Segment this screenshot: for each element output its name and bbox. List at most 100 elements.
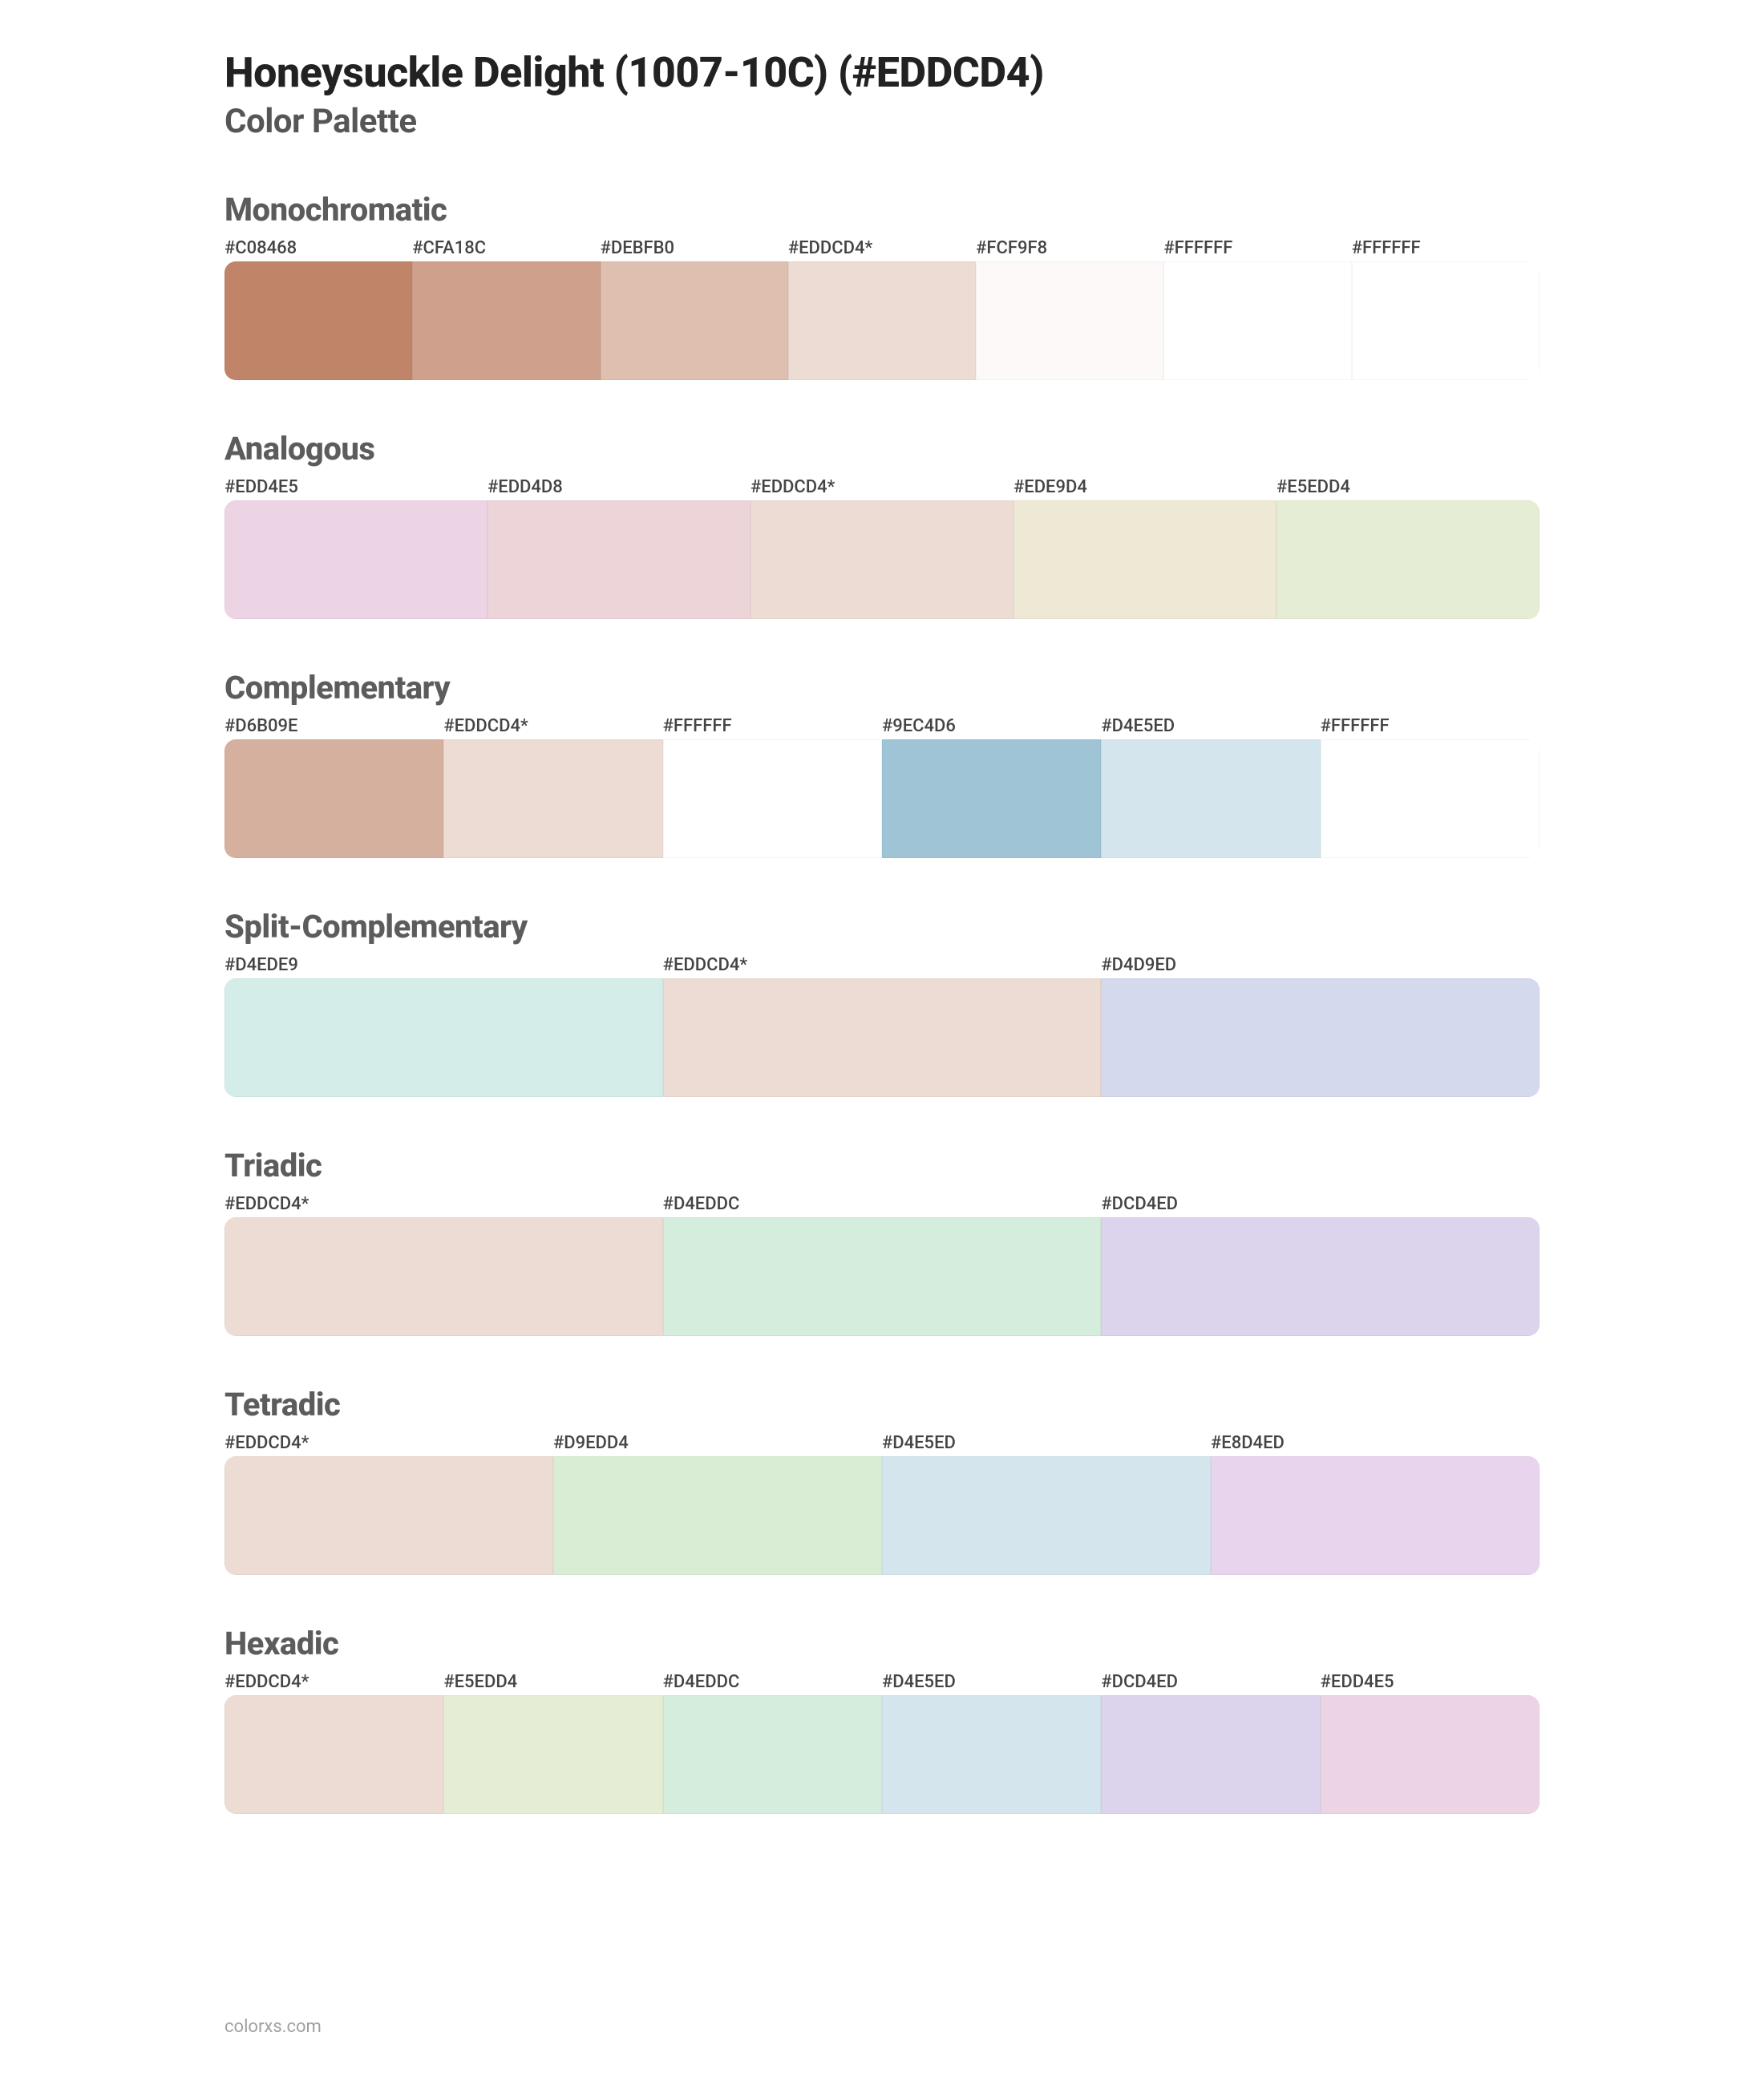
color-swatch (1101, 1695, 1320, 1814)
section-title: Hexadic (225, 1625, 1539, 1662)
swatch-label: #FFFFFF (663, 716, 882, 736)
color-swatch (663, 978, 1102, 1097)
color-swatch (976, 261, 1163, 380)
section-title: Tetradic (225, 1386, 1539, 1423)
color-swatch (1163, 261, 1351, 380)
swatch-labels-row: #D4EDE9#EDDCD4*#D4D9ED (225, 955, 1539, 975)
swatch-label: #E5EDD4 (443, 1672, 662, 1692)
color-swatch (553, 1456, 882, 1575)
palette-section: Tetradic #EDDCD4*#D9EDD4#D4E5ED#E8D4ED (225, 1386, 1539, 1575)
color-swatch (751, 500, 1013, 619)
swatch-label: #D4D9ED (1101, 955, 1539, 975)
color-swatch (1101, 739, 1320, 858)
swatch-label: #D4E5ED (882, 1433, 1211, 1453)
palette-section: Monochromatic #C08468#CFA18C#DEBFB0#EDDCD… (225, 191, 1539, 380)
section-title: Complementary (225, 669, 1539, 706)
color-swatch (225, 978, 663, 1097)
color-swatch (225, 1695, 443, 1814)
color-swatch (225, 500, 488, 619)
color-swatch (663, 1695, 882, 1814)
color-swatch (1321, 1695, 1539, 1814)
swatch-label: #EDDCD4* (225, 1672, 443, 1692)
section-title: Monochromatic (225, 191, 1539, 229)
swatch-label: #EDDCD4* (443, 716, 662, 736)
palette-section: Hexadic #EDDCD4*#E5EDD4#D4EDDC#D4E5ED#DCD… (225, 1625, 1539, 1814)
swatch-label: #D4EDDC (663, 1194, 1102, 1214)
swatch-label: #EDD4D8 (488, 477, 751, 497)
swatch-label: #EDDCD4* (225, 1194, 663, 1214)
section-title: Triadic (225, 1147, 1539, 1184)
swatch-labels-row: #EDDCD4*#D4EDDC#DCD4ED (225, 1194, 1539, 1214)
swatch-label: #FFFFFF (1321, 716, 1539, 736)
swatch-label: #D4EDDC (663, 1672, 882, 1692)
swatch-label: #D6B09E (225, 716, 443, 736)
color-swatch (1321, 739, 1539, 858)
color-swatch (225, 1217, 663, 1336)
color-swatch (443, 739, 662, 858)
swatch-label: #D4E5ED (882, 1672, 1101, 1692)
color-swatch (443, 1695, 662, 1814)
page-subtitle: Color Palette (225, 102, 1539, 141)
color-swatch (1352, 261, 1539, 380)
swatches-row (225, 500, 1539, 619)
swatch-label: #EDD4E5 (225, 477, 488, 497)
swatch-label: #FFFFFF (1352, 238, 1539, 258)
swatch-labels-row: #EDDCD4*#D9EDD4#D4E5ED#E8D4ED (225, 1433, 1539, 1453)
color-swatch (1276, 500, 1539, 619)
palette-section: Complementary#D6B09E#EDDCD4*#FFFFFF#9EC4… (225, 669, 1539, 858)
color-swatch (882, 739, 1101, 858)
swatches-row (225, 261, 1539, 380)
color-swatch (412, 261, 600, 380)
swatch-labels-row: #D6B09E#EDDCD4*#FFFFFF#9EC4D6#D4E5ED#FFF… (225, 716, 1539, 736)
color-swatch (225, 261, 412, 380)
swatch-label: #EDD4E5 (1321, 1672, 1539, 1692)
swatch-label: #9EC4D6 (882, 716, 1101, 736)
color-swatch (1013, 500, 1276, 619)
section-title: Split-Complementary (225, 908, 1539, 945)
color-swatch (882, 1695, 1101, 1814)
swatch-label: #DEBFB0 (601, 238, 788, 258)
swatch-labels-row: #EDD4E5#EDD4D8#EDDCD4*#EDE9D4#E5EDD4 (225, 477, 1539, 497)
color-swatch (225, 1456, 553, 1575)
swatch-label: #D4EDE9 (225, 955, 663, 975)
swatch-label: #D4E5ED (1101, 716, 1320, 736)
page-title: Honeysuckle Delight (1007-10C) (#EDDCD4) (225, 48, 1539, 97)
swatches-row (225, 1695, 1539, 1814)
swatches-row (225, 1217, 1539, 1336)
swatch-label: #C08468 (225, 238, 412, 258)
palette-section: Analogous #EDD4E5#EDD4D8#EDDCD4*#EDE9D4#E… (225, 430, 1539, 619)
swatch-label: #E5EDD4 (1276, 477, 1539, 497)
color-swatch (1211, 1456, 1539, 1575)
swatch-labels-row: #C08468#CFA18C#DEBFB0#EDDCD4*#FCF9F8#FFF… (225, 238, 1539, 258)
swatch-label: #CFA18C (412, 238, 600, 258)
palette-section: Triadic #EDDCD4*#D4EDDC#DCD4ED (225, 1147, 1539, 1336)
color-swatch (663, 1217, 1102, 1336)
swatch-label: #DCD4ED (1101, 1672, 1320, 1692)
swatch-label: #EDDCD4* (663, 955, 1102, 975)
palette-sections: Monochromatic#C08468#CFA18C#DEBFB0#EDDCD… (225, 191, 1539, 1814)
section-title: Analogous (225, 430, 1539, 468)
swatch-label: #E8D4ED (1211, 1433, 1539, 1453)
color-swatch (1101, 1217, 1539, 1336)
color-swatch (882, 1456, 1211, 1575)
swatch-label: #EDE9D4 (1013, 477, 1276, 497)
palette-section: Split-Complementary #D4EDE9#EDDCD4*#D4D9E… (225, 908, 1539, 1097)
color-swatch (663, 739, 882, 858)
swatch-labels-row: #EDDCD4*#E5EDD4#D4EDDC#D4E5ED#DCD4ED#EDD… (225, 1672, 1539, 1692)
swatch-label: #EDDCD4* (225, 1433, 553, 1453)
swatch-label: #EDDCD4* (751, 477, 1013, 497)
swatch-label: #D9EDD4 (553, 1433, 882, 1453)
swatch-label: #EDDCD4* (788, 238, 976, 258)
color-swatch (225, 739, 443, 858)
swatch-label: #FFFFFF (1163, 238, 1351, 258)
swatch-label: #DCD4ED (1101, 1194, 1539, 1214)
color-swatch (601, 261, 788, 380)
swatches-row (225, 1456, 1539, 1575)
color-swatch (788, 261, 976, 380)
swatch-label: #FCF9F8 (976, 238, 1163, 258)
swatches-row (225, 739, 1539, 858)
color-swatch (1101, 978, 1539, 1097)
color-swatch (488, 500, 751, 619)
footer-credit: colorxs.com (225, 2017, 322, 2037)
swatches-row (225, 978, 1539, 1097)
